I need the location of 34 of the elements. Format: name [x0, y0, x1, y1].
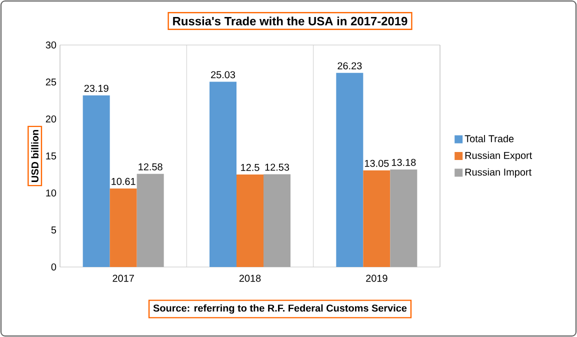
- data-label: 12.58: [138, 163, 162, 170]
- y-tick-label: 10: [46, 189, 56, 197]
- y-axis-title: USD billion: [31, 130, 38, 182]
- data-label: 13.18: [392, 158, 416, 166]
- y-tick-label: 25: [46, 78, 56, 86]
- y-tick-label: 20: [46, 115, 56, 123]
- source-note: Source: referring to the R.F. Federal Customs Service: [153, 304, 407, 314]
- bar: [336, 72, 364, 267]
- data-label: 23.19: [84, 84, 108, 92]
- bar: [110, 188, 137, 267]
- bar: [136, 174, 164, 267]
- data-label: 12.5: [241, 164, 260, 171]
- data-label: 26.23: [338, 62, 362, 70]
- data-label: 25.03: [211, 71, 236, 78]
- y-tick-label: 30: [46, 41, 56, 49]
- bar: [390, 169, 418, 267]
- data-label: 12.53: [265, 164, 290, 171]
- bar: [82, 95, 110, 267]
- y-tick-label: 0: [51, 263, 56, 271]
- data-label: 10.61: [112, 178, 136, 185]
- legend-label: Russian Export: [465, 152, 532, 161]
- legend-label: Total Trade: [464, 134, 514, 142]
- bar: [363, 170, 390, 267]
- x-tick-label: 2019: [366, 274, 388, 282]
- x-tick-label: 2018: [239, 274, 261, 282]
- legend-label: Russian Import: [465, 168, 532, 178]
- y-tick-label: 15: [46, 152, 56, 160]
- data-label: 13.05: [364, 160, 389, 167]
- bar: [264, 174, 291, 267]
- x-tick-label: 2017: [112, 274, 134, 282]
- chart-title: Russia's Trade with the USA in 2017-2019: [173, 16, 408, 26]
- bar: [210, 82, 237, 267]
- y-tick-label: 5: [51, 226, 56, 234]
- bar: [236, 174, 264, 267]
